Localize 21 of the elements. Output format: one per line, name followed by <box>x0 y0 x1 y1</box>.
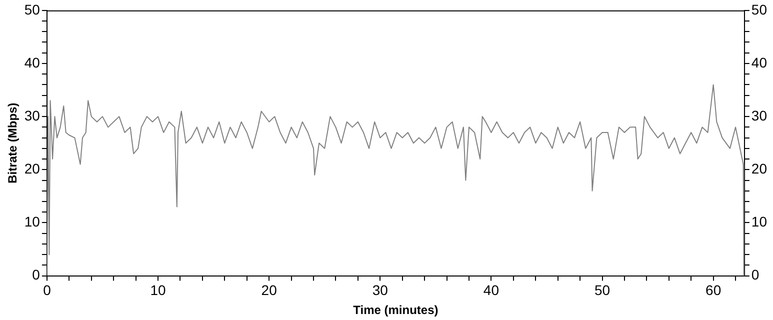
y2-tick-label: 40 <box>751 54 768 70</box>
y2-tick-label: 20 <box>751 160 768 176</box>
x-tick-label: 50 <box>594 282 610 298</box>
x-tick-label: 10 <box>150 282 166 298</box>
y-tick-label: 50 <box>24 1 40 18</box>
x-tick-label: 0 <box>43 282 52 298</box>
y-tick-label: 10 <box>24 214 40 230</box>
x-tick-label: 40 <box>483 282 500 298</box>
x-tick-label: 30 <box>372 282 388 298</box>
y-tick-label: 40 <box>24 54 40 70</box>
x-axis-title: Time (minutes) <box>353 303 438 318</box>
y-tick-label: 0 <box>32 266 40 283</box>
y2-tick-label: 10 <box>751 214 768 230</box>
x-tick-label: 60 <box>706 282 722 298</box>
y-tick-label: 20 <box>24 160 40 176</box>
y-axis-title: Bitrate (Mbps) <box>6 102 20 184</box>
x-tick-label: 20 <box>261 282 278 298</box>
y2-tick-label: 50 <box>751 1 768 18</box>
y2-tick-label: 0 <box>751 266 760 283</box>
y2-tick-label: 30 <box>751 107 768 124</box>
y-tick-label: 30 <box>24 107 40 124</box>
